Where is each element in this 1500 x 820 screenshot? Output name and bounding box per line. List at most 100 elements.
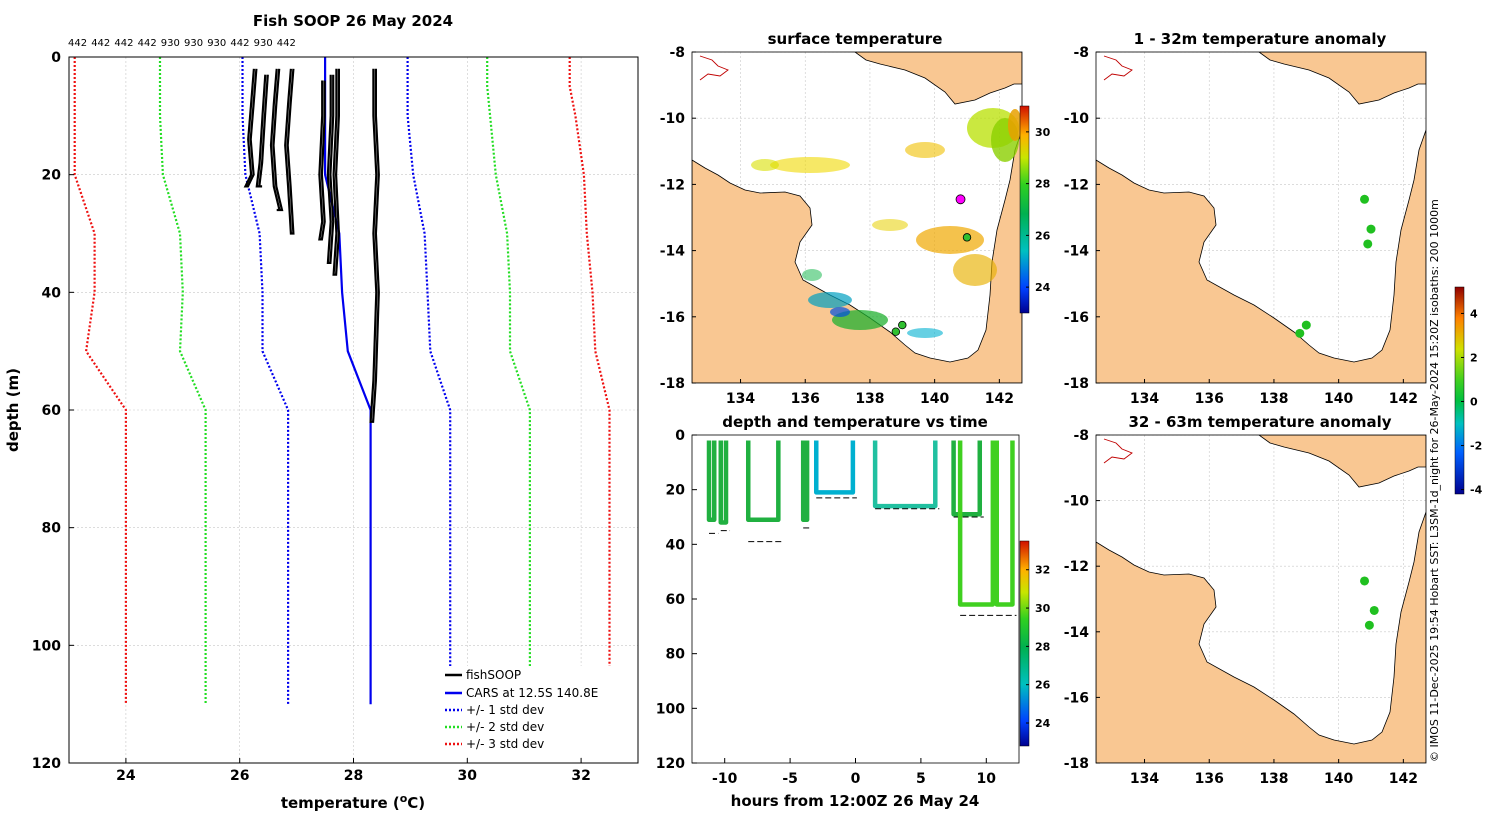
profile-ytick-label: 20 [42, 168, 62, 184]
profile-fish-cast-line [332, 68, 341, 276]
anom1-xtick-label: 138 [1259, 391, 1288, 407]
anom1-point [1360, 194, 1370, 204]
depth-time-ytick-label: 60 [666, 592, 686, 608]
anomaly-colorbar-tick-label: 2 [1470, 351, 1478, 364]
depth-time-xlabel: hours from 12:00Z 26 May 24 [731, 792, 980, 810]
profile-fish-cast-line [255, 74, 269, 188]
legend-sd3: +/- 3 std dev [466, 737, 544, 751]
sst-map-title: surface temperature [768, 30, 943, 48]
legend-cars: CARS at 12.5S 140.8E [466, 686, 598, 700]
anom1-xtick-label: 136 [1195, 391, 1224, 407]
profile-sd1-plus-line [406, 57, 452, 705]
sst-map-marker [955, 194, 966, 205]
anom1-xtick-label: 140 [1324, 391, 1353, 407]
legend-sd2: +/- 2 std dev [466, 720, 544, 734]
anom2-ytick-label: -12 [1064, 559, 1089, 575]
anomaly-colorbar-tick-label: -2 [1470, 440, 1482, 453]
anom1-point [1295, 328, 1305, 338]
footer-credit: © IMOS 11-Dec-2025 19:54 Hobart SST: L3S… [1428, 199, 1441, 762]
depth-time-colorbar-tick-label: 26 [1035, 679, 1051, 692]
anom2-point [1369, 605, 1379, 615]
profile-ytick-label: 40 [42, 285, 62, 301]
anom1-ytick-label: -16 [1064, 310, 1089, 326]
depth-time-colorbar-tick-label: 24 [1035, 717, 1051, 730]
sst-map-ytick-label: -12 [660, 177, 685, 193]
profile-xlabel: temperature (oC) [281, 792, 425, 812]
anom1-point [1363, 239, 1373, 249]
anom2-xtick-label: 140 [1324, 771, 1353, 787]
anomaly-colorbar-tick-label: -4 [1470, 484, 1483, 497]
profile-top-label: 930 [207, 38, 226, 49]
anom2-land-north [1258, 435, 1426, 488]
depth-time-cast [957, 440, 996, 607]
profile-fish-cast-line [318, 80, 326, 241]
anom2-ytick-label: -8 [1073, 428, 1089, 444]
anom2-xtick-label: 138 [1259, 771, 1288, 787]
depth-time-title: depth and temperature vs time [722, 413, 988, 431]
profile-xtick-label: 26 [230, 768, 249, 784]
sst-colorbar [1019, 105, 1030, 314]
profile-sd3-plus-line [568, 57, 611, 705]
depth-time-colorbar-tick-label: 30 [1035, 602, 1051, 615]
depth-time-ytick-label: 0 [675, 428, 685, 444]
sst-map-marker [962, 233, 972, 242]
profile-fish-lines [243, 68, 380, 423]
depth-time-ytick-label: 120 [656, 756, 685, 772]
profile-std-lines [73, 57, 611, 705]
profile-sd2-plus-line [486, 57, 532, 705]
depth-time-panel: depth and temperature vs time -10 -5 0 5 100… [656, 413, 1051, 810]
profile-top-label: 442 [91, 38, 110, 49]
sst-colorbar-tick-label: 24 [1035, 281, 1051, 294]
depth-time-cast [994, 440, 1015, 607]
anom1-point [1301, 320, 1311, 330]
profile-grid [69, 56, 638, 764]
anom2-xtick-label: 136 [1195, 771, 1224, 787]
anom1-ytick-label: -8 [1073, 45, 1089, 61]
profile-top-label: 930 [184, 38, 203, 49]
sst-map-panel: surface temperature [660, 30, 1051, 407]
depth-time-xtick-label: 0 [851, 771, 861, 787]
anomaly-colorbar [1454, 286, 1465, 495]
sst-map-xtick-label: 134 [726, 391, 755, 407]
anom2-ytick-label: -16 [1064, 690, 1089, 706]
anom2-point [1364, 620, 1374, 630]
sst-map-ytick-label: -18 [660, 376, 685, 392]
profile-ticks: 24 26 28 30 32 0 20 40 60 80 100 120 [32, 50, 591, 784]
sst-map-marker [898, 320, 907, 330]
sst-map-xtick-label: 142 [985, 391, 1014, 407]
depth-time-ytick-label: 40 [666, 537, 686, 553]
profile-sd2-minus-line [158, 57, 207, 705]
anom2-ytick-label: -10 [1064, 494, 1090, 510]
depth-time-ytick-label: 80 [666, 647, 686, 663]
anom1-xtick-label: 142 [1389, 391, 1418, 407]
anom2-land-west [1096, 511, 1426, 763]
profile-top-label: 930 [254, 38, 273, 49]
sst-map-area [692, 52, 1022, 383]
anom1-land-north [1258, 52, 1426, 105]
profile-fish-cast-line [269, 68, 284, 212]
depth-time-ytick-label: 100 [656, 701, 685, 717]
depth-time-cast [745, 440, 781, 522]
sst-map-ytick-label: -8 [669, 45, 685, 61]
profile-title: Fish SOOP 26 May 2024 [253, 12, 453, 30]
profile-top-label: 442 [114, 38, 133, 49]
sst-map-xtick-label: 136 [791, 391, 820, 407]
depth-time-cast [951, 440, 983, 517]
profile-legend: fishSOOP CARS at 12.5S 140.8E +/- 1 std … [441, 666, 615, 756]
anom1-point [1366, 224, 1376, 234]
anom1-xtick-label: 134 [1130, 391, 1159, 407]
profile-ytick-label: 0 [51, 50, 61, 66]
profile-ytick-label: 120 [32, 756, 61, 772]
sst-map-xtick-label: 138 [855, 391, 884, 407]
profile-panel: Fish SOOP 26 May 2024 442 442 442 442 930 930… [4, 12, 639, 812]
anom1-ytick-label: -12 [1064, 177, 1089, 193]
depth-time-cast [800, 440, 810, 522]
profile-top-label: 442 [230, 38, 249, 49]
profile-top-label: 930 [161, 38, 180, 49]
profile-sd3-minus-line [73, 57, 128, 705]
sst-map-ytick-label: -14 [660, 244, 686, 260]
sst-map-ytick-label: -10 [660, 111, 686, 127]
sst-colorbar-tick-label: 30 [1035, 126, 1051, 139]
depth-time-xtick-label: 5 [916, 771, 926, 787]
depth-time-xtick-label: -10 [712, 771, 738, 787]
